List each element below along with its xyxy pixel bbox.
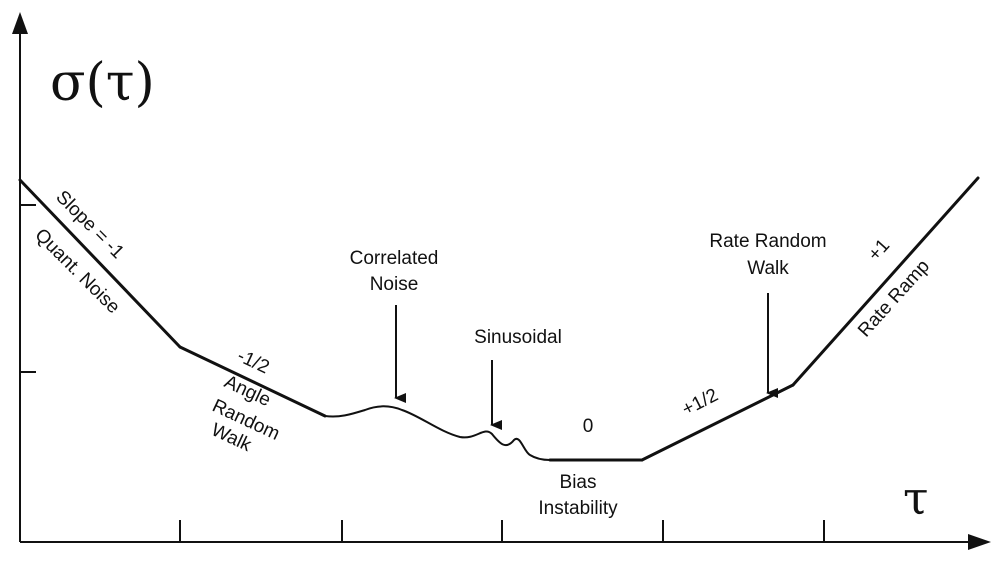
rate-random-walk-label-line2: Walk — [747, 258, 789, 279]
quantization-noise-segment — [18, 178, 182, 349]
x-axis-arrowhead — [968, 534, 991, 550]
correlated-noise-label-line1: Correlated — [350, 248, 439, 269]
bias-instability-label-line1: Bias — [560, 472, 597, 493]
correlated-sinusoidal-segment — [324, 405, 551, 461]
angle-random-walk-segment — [178, 345, 327, 418]
rate-ramp-segment — [791, 176, 980, 387]
slope-pos1-label: +1 — [864, 235, 894, 265]
correlated-noise-label-line2: Noise — [370, 274, 419, 295]
x-axis-title: τ — [903, 471, 928, 525]
rate-ramp-label: Rate Ramp — [854, 256, 934, 341]
slope-pos-half-label: +1/2 — [679, 385, 722, 421]
slope-zero-label: 0 — [583, 416, 594, 437]
y-axis-title: σ(τ) — [50, 53, 155, 113]
rate-random-walk-label-line1: Rate Random — [709, 231, 826, 252]
sinusoidal-label: Sinusoidal — [474, 327, 562, 348]
y-axis-arrowhead — [12, 12, 28, 34]
slope-neg-half-label: -1/2 — [234, 345, 273, 378]
bias-instability-label-line2: Instability — [538, 498, 618, 519]
